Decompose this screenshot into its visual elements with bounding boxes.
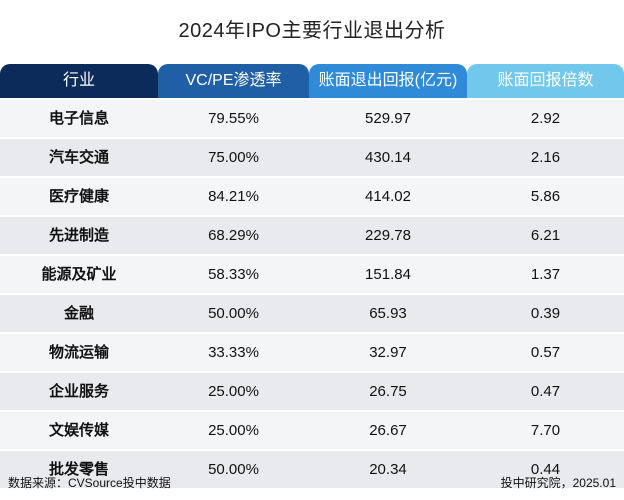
return-multiple-cell: 0.57: [530, 344, 561, 361]
table-row: 企业服务 25.00% 26.75 0.47: [0, 371, 624, 410]
exit-return-cell: 26.67: [369, 422, 407, 439]
header-penetration: VC/PE渗透率: [158, 64, 309, 98]
penetration-cell: 68.29%: [208, 227, 259, 244]
return-multiple-cell: 0.44: [530, 461, 561, 478]
industry-cell: 医疗健康: [48, 188, 109, 205]
header-industry: 行业: [0, 64, 158, 98]
page-title: 2024年IPO主要行业退出分析: [178, 20, 446, 42]
source-note: 数据来源：CVSource投中数据: [8, 476, 171, 490]
exit-return-cell: 229.78: [365, 227, 411, 244]
return-multiple-cell: 0.39: [530, 305, 561, 322]
penetration-cell: 58.33%: [208, 266, 259, 283]
table-body: 电子信息 79.55% 529.97 2.92 汽车交通 75.00% 430.14 2.16…: [0, 98, 624, 488]
exit-return-cell: 32.97: [369, 344, 407, 361]
industry-cell: 先进制造: [48, 227, 109, 244]
penetration-cell: 75.00%: [208, 149, 259, 166]
exit-return-cell: 65.93: [369, 305, 407, 322]
table-row: 电子信息 79.55% 529.97 2.92: [0, 98, 624, 137]
table-header: 行业 VC/PE渗透率 账面退出回报(亿元) 账面回报倍数: [0, 64, 624, 98]
return-multiple-cell: 2.16: [530, 149, 561, 166]
table-row: 能源及矿业 58.33% 151.84 1.37: [0, 254, 624, 293]
data-table: 行业 VC/PE渗透率 账面退出回报(亿元) 账面回报倍数 电子信息 79.55%…: [0, 64, 624, 488]
exit-return-cell: 430.14: [365, 149, 411, 166]
penetration-cell: 25.00%: [208, 422, 259, 439]
table-row: 先进制造 68.29% 229.78 6.21: [0, 215, 624, 254]
table-row: 物流运输 33.33% 32.97 0.57: [0, 332, 624, 371]
industry-cell: 能源及矿业: [41, 266, 117, 283]
industry-cell: 文娱传媒: [48, 422, 109, 439]
table-row: 金融 50.00% 65.93 0.39: [0, 293, 624, 332]
penetration-cell: 25.00%: [208, 383, 259, 400]
return-multiple-cell: 6.21: [530, 227, 561, 244]
header-return-multiple: 账面回报倍数: [467, 64, 624, 98]
table-row: 批发零售 50.00% 20.34 0.44: [0, 449, 624, 488]
table-row: 汽车交通 75.00% 430.14 2.16: [0, 137, 624, 176]
penetration-cell: 33.33%: [208, 344, 259, 361]
exit-return-cell: 151.84: [365, 266, 411, 283]
penetration-cell: 84.21%: [208, 188, 259, 205]
industry-cell: 物流运输: [48, 344, 109, 361]
return-multiple-cell: 5.86: [530, 188, 561, 205]
industry-cell: 金融: [63, 305, 94, 322]
return-multiple-cell: 1.37: [530, 266, 561, 283]
exit-return-cell: 20.34: [369, 461, 407, 478]
industry-cell: 企业服务: [48, 383, 109, 400]
table-row: 医疗健康 84.21% 414.02 5.86: [0, 176, 624, 215]
penetration-cell: 50.00%: [208, 305, 259, 322]
industry-cell: 批发零售: [48, 461, 109, 478]
industry-cell: 汽车交通: [48, 149, 109, 166]
exit-return-cell: 26.75: [369, 383, 407, 400]
exit-return-cell: 529.97: [365, 110, 411, 127]
penetration-cell: 50.00%: [208, 461, 259, 478]
return-multiple-cell: 2.92: [530, 110, 561, 127]
header-exit-return: 账面退出回报(亿元): [309, 64, 467, 98]
industry-cell: 电子信息: [48, 110, 109, 127]
credit-note: 投中研究院，2025.01: [500, 476, 616, 490]
exit-return-cell: 414.02: [365, 188, 411, 205]
penetration-cell: 79.55%: [208, 110, 259, 127]
return-multiple-cell: 0.47: [530, 383, 561, 400]
return-multiple-cell: 7.70: [530, 422, 561, 439]
table-row: 文娱传媒 25.00% 26.67 7.70: [0, 410, 624, 449]
